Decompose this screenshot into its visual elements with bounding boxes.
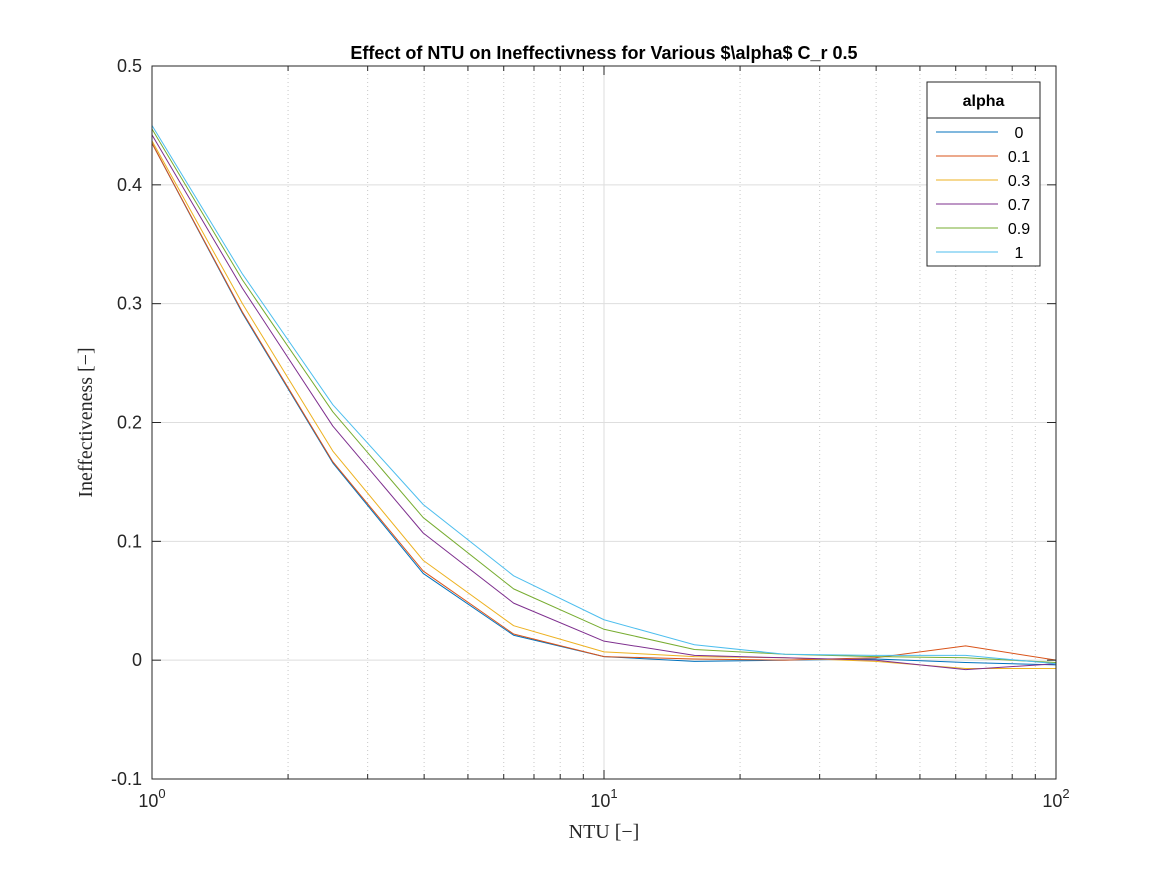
legend-label: 0.9: [1008, 221, 1030, 238]
x-tick-base: 10: [590, 791, 610, 811]
legend-label: 0: [1015, 125, 1024, 142]
x-tick-exponent: 0: [158, 786, 165, 801]
series-line-1: [151, 125, 1057, 665]
series-line-0.1: [151, 143, 1057, 661]
y-tick-label: 0.2: [117, 413, 142, 433]
y-tick-label: 0.4: [117, 175, 142, 195]
series-line-0.9: [151, 128, 1057, 664]
y-tick-label: -0.1: [111, 769, 142, 789]
x-tick-base: 10: [138, 791, 158, 811]
y-tick-label: 0.3: [117, 294, 142, 314]
legend-label: 0.7: [1008, 197, 1030, 214]
legend-label: 1: [1015, 245, 1024, 262]
y-tick-label: 0.1: [117, 531, 142, 551]
legend-label: 0.3: [1008, 173, 1030, 190]
x-tick-base: 10: [1042, 791, 1062, 811]
x-tick-label: 100: [138, 786, 165, 811]
series-line-0.7: [151, 134, 1057, 671]
y-axis-label: Ineffectiveness [−]: [75, 347, 97, 497]
y-tick-label: 0.5: [117, 56, 142, 76]
legend-label: 0.1: [1008, 149, 1030, 166]
legend-box: [926, 81, 1041, 267]
x-tick-exponent: 1: [610, 786, 617, 801]
y-tick-label: 0: [132, 650, 142, 670]
x-tick-label: 102: [1042, 786, 1069, 811]
x-tick-exponent: 2: [1062, 786, 1069, 801]
chart-title: Effect of NTU on Ineffectivness for Vari…: [350, 43, 857, 63]
x-axis-label: NTU [−]: [569, 821, 640, 843]
legend-title: alpha: [963, 93, 1005, 110]
x-tick-label: 101: [590, 786, 617, 811]
